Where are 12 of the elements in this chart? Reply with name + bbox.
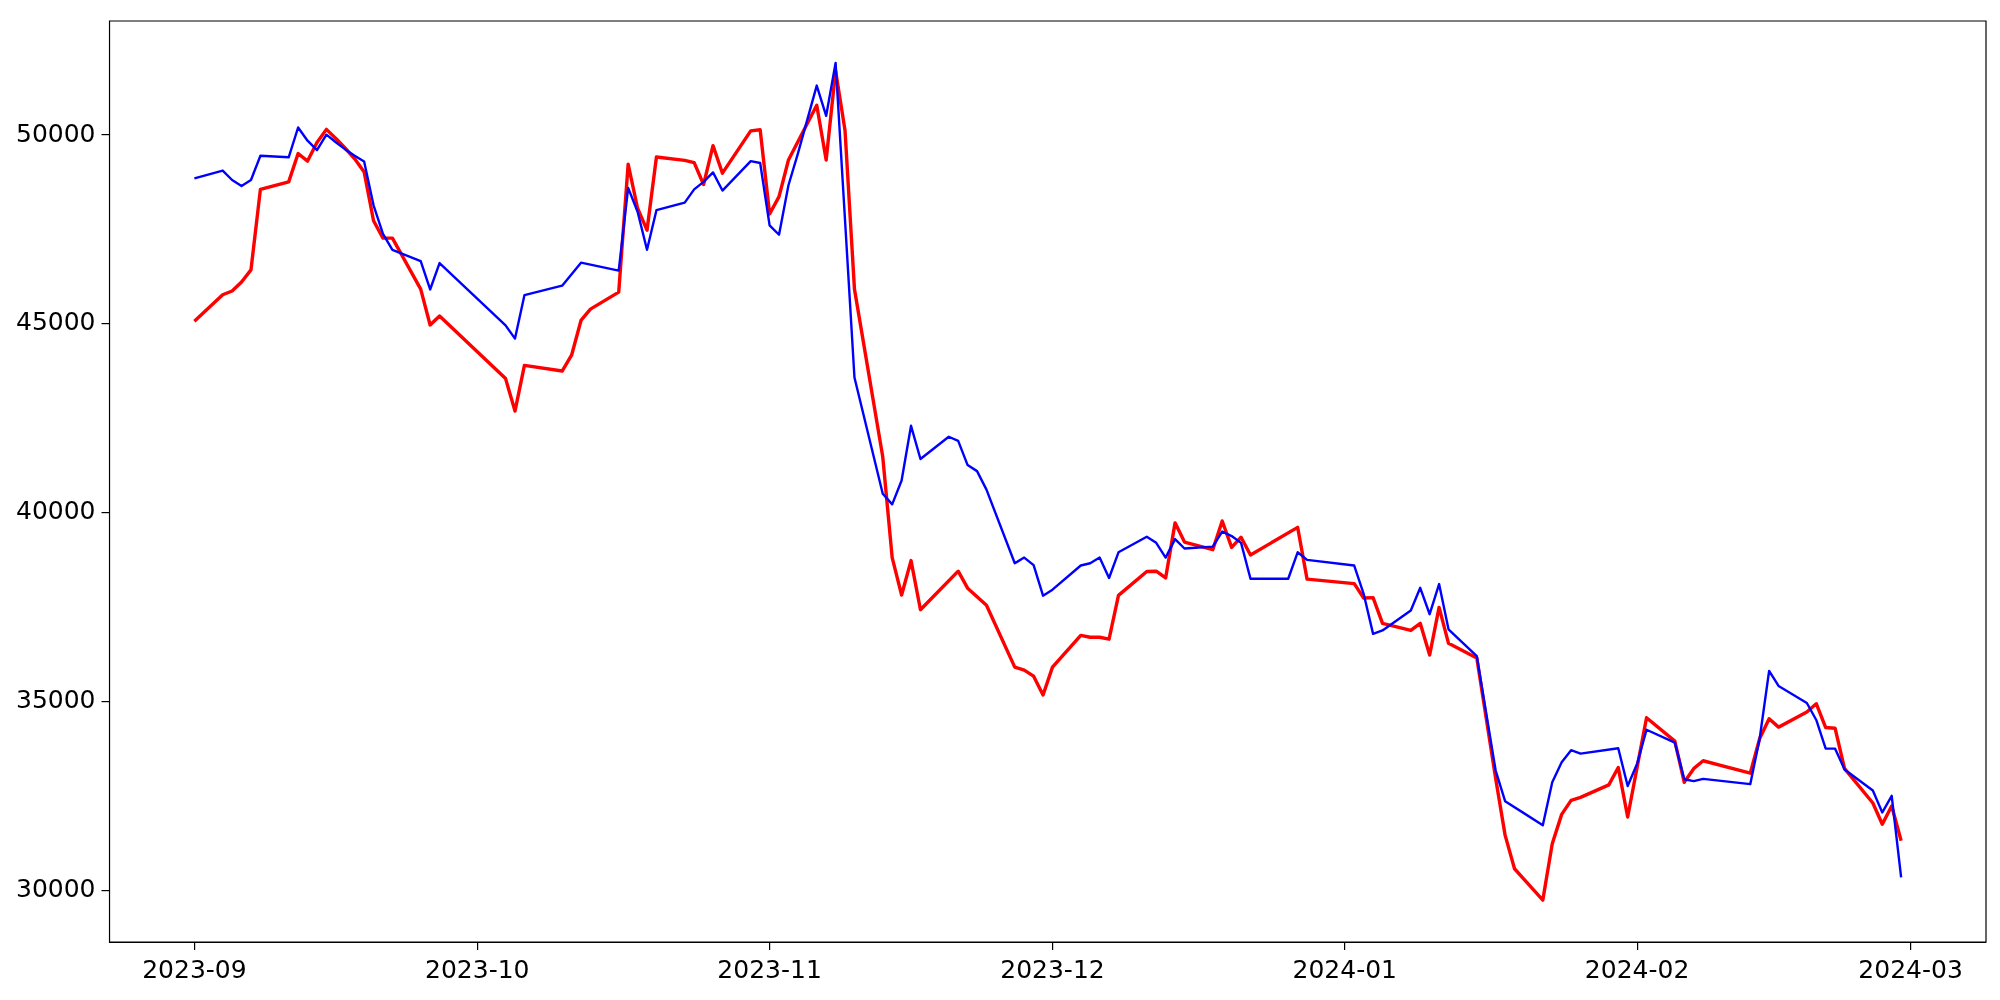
x-tick-label: 2023-10 xyxy=(425,954,530,984)
y-tick-label: 50000 xyxy=(16,118,96,148)
x-tick-label: 2023-11 xyxy=(717,954,822,984)
x-tick-label: 2024-02 xyxy=(1584,954,1690,984)
y-tick-label: 35000 xyxy=(16,684,96,714)
x-tick-label: 2023-09 xyxy=(142,954,247,984)
y-tick-label: 30000 xyxy=(16,873,96,903)
y-tick-label: 45000 xyxy=(16,307,96,337)
y-tick-label: 40000 xyxy=(16,496,96,526)
x-tick-label: 2024-03 xyxy=(1858,954,1963,984)
x-tick-label: 2024-01 xyxy=(1292,954,1398,984)
x-tick-label: 2023-12 xyxy=(1000,954,1105,984)
